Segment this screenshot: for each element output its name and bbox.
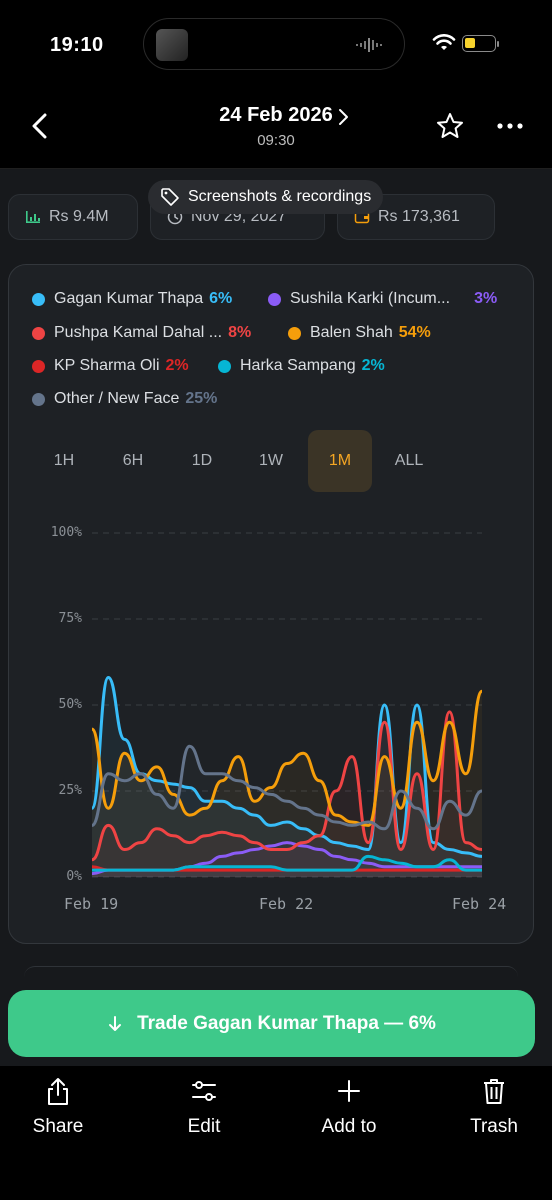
- legend-percent: 25%: [185, 390, 218, 407]
- tag-icon: [161, 188, 179, 206]
- legend-name: Sushila Karki (Incum...: [290, 290, 451, 307]
- now-playing-thumbnail: [156, 29, 188, 61]
- status-time: 19:10: [50, 34, 104, 56]
- x-tick-label: Feb 19: [64, 895, 119, 913]
- series-line-5: [92, 854, 482, 872]
- add-to-label: Add to: [321, 1116, 377, 1137]
- chart-card: [8, 264, 534, 944]
- trade-button[interactable]: Trade Gagan Kumar Thapa — 6%: [8, 990, 535, 1057]
- series-line-2: [91, 710, 483, 862]
- next-card-edge: [24, 966, 518, 977]
- range-tab-1h[interactable]: 1H: [53, 452, 75, 469]
- edit-button[interactable]: Edit: [154, 1070, 254, 1138]
- battery-icon: [462, 35, 496, 52]
- legend-item: Sushila Karki (Incum... 3%: [268, 290, 497, 308]
- bar-chart-icon: [26, 211, 40, 223]
- x-tick-label: Feb 24: [452, 895, 507, 913]
- legend-color-dot: [218, 359, 231, 373]
- legend-percent: 54%: [398, 324, 431, 341]
- share-label: Share: [32, 1116, 84, 1137]
- y-tick-label: 50%: [58, 697, 82, 712]
- arrow-down-icon: [109, 1015, 122, 1031]
- tag-label: Screenshots & recordings: [188, 188, 372, 205]
- series-area: [92, 856, 482, 877]
- legend-item: Balen Shah 54%: [288, 324, 431, 342]
- volume-value: Rs 9.4M: [49, 208, 109, 225]
- series-line-0: [90, 676, 483, 858]
- legend-item: Harka Sampang 2%: [218, 357, 385, 375]
- y-tick-label: 75%: [58, 611, 82, 626]
- legend-color-dot: [32, 359, 45, 373]
- legend-color-dot: [32, 392, 45, 406]
- legend-percent: 8%: [228, 324, 252, 341]
- legend-color-dot: [32, 292, 45, 306]
- legend-item: KP Sharma Oli 2%: [32, 357, 189, 375]
- plus-icon: [338, 1080, 360, 1102]
- back-chevron-icon[interactable]: [24, 110, 56, 142]
- legend-item: Gagan Kumar Thapa 6%: [32, 290, 232, 308]
- legend-item: Pushpa Kamal Dahal ... 8%: [32, 324, 251, 342]
- y-tick-label: 25%: [58, 783, 82, 798]
- legend-color-dot: [288, 326, 301, 340]
- volume-stat: Rs 9.4M: [8, 194, 138, 240]
- trash-button[interactable]: Trash: [444, 1070, 544, 1138]
- series-area: [92, 842, 482, 877]
- x-tick-label: Feb 22: [259, 895, 314, 913]
- more-options-icon[interactable]: [494, 114, 526, 138]
- sliders-icon: [192, 1081, 216, 1101]
- range-tab-1m[interactable]: 1M: [308, 430, 372, 492]
- nav-bar: [0, 86, 552, 169]
- legend-percent: 6%: [209, 290, 233, 307]
- legend-name: Gagan Kumar Thapa: [54, 290, 204, 307]
- add-to-button[interactable]: Add to: [299, 1070, 399, 1138]
- legend-percent: 3%: [474, 290, 498, 307]
- dynamic-island[interactable]: [143, 18, 405, 70]
- legend-percent: 2%: [361, 357, 385, 374]
- chevron-right-icon[interactable]: [334, 108, 352, 126]
- series-area: [92, 746, 482, 877]
- y-tick-label: 100%: [50, 525, 82, 540]
- series-area: [92, 711, 482, 877]
- range-tab-1w[interactable]: 1W: [259, 452, 283, 469]
- liquidity-stat: Rs 173,361: [337, 194, 495, 240]
- legend-percent: 2%: [165, 357, 189, 374]
- trash-label: Trash: [470, 1116, 518, 1137]
- star-icon[interactable]: [434, 110, 466, 142]
- legend-color-dot: [268, 292, 281, 306]
- legend-name: Balen Shah: [310, 324, 393, 341]
- legend-item: Other / New Face 25%: [32, 390, 217, 408]
- photo-date[interactable]: 24 Feb 2026: [219, 104, 333, 126]
- range-tab-6h[interactable]: 6H: [122, 452, 144, 469]
- edit-label: Edit: [187, 1116, 221, 1137]
- series-area: [92, 677, 482, 877]
- series-area: [92, 866, 482, 877]
- legend-name: Pushpa Kamal Dahal ...: [54, 324, 223, 341]
- wifi-icon: [432, 34, 456, 50]
- share-button[interactable]: Share: [8, 1070, 108, 1138]
- photo-toolbar: [0, 1066, 552, 1200]
- y-tick-label: 0%: [66, 869, 82, 884]
- legend-name: KP Sharma Oli: [54, 357, 160, 374]
- legend-name: Harka Sampang: [240, 357, 356, 374]
- range-tab-all[interactable]: ALL: [394, 452, 424, 469]
- photo-time: 09:30: [257, 132, 295, 149]
- screenshots-tag-chip[interactable]: Screenshots & recordings: [148, 180, 384, 214]
- trade-button-label: Trade Gagan Kumar Thapa — 6%: [137, 1012, 436, 1034]
- series-line-3: [90, 689, 484, 827]
- liquidity-value: Rs 173,361: [378, 208, 460, 225]
- share-icon: [48, 1078, 68, 1105]
- legend-color-dot: [32, 326, 45, 340]
- legend-name: Other / New Face: [54, 390, 180, 407]
- trash-icon: [484, 1079, 504, 1104]
- range-tab-1d[interactable]: 1D: [191, 452, 213, 469]
- series-line-6: [91, 744, 483, 831]
- audio-wave-icon: [356, 38, 382, 52]
- series-area: [92, 691, 482, 877]
